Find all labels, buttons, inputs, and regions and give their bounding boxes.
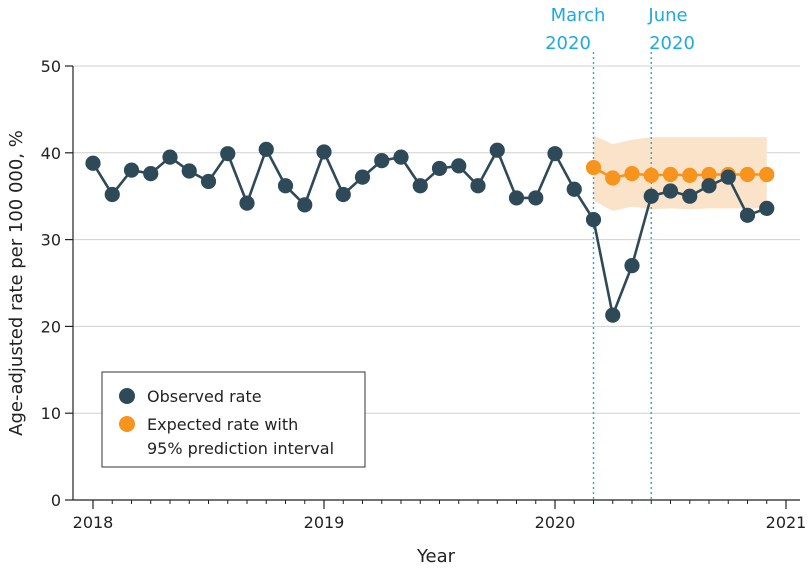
- series-points: [85, 141, 775, 323]
- observed-point: [123, 162, 140, 178]
- x-tick-label: 2020: [535, 513, 576, 532]
- expected-point: [643, 167, 659, 183]
- observed-point: [662, 183, 679, 199]
- y-tick-label: 0: [51, 491, 61, 510]
- legend-expected-label-line2: 95% prediction interval: [147, 439, 334, 458]
- x-tick-label: 2021: [766, 513, 807, 532]
- legend-observed-label: Observed rate: [147, 387, 262, 406]
- prediction-interval: [593, 135, 767, 211]
- observed-point: [220, 146, 236, 162]
- y-tick-label: 30: [41, 231, 61, 250]
- observed-point: [759, 200, 775, 216]
- x-tick-label: 2019: [304, 513, 345, 532]
- observed-point: [470, 178, 486, 194]
- observed-point: [354, 169, 371, 185]
- axes: [72, 66, 800, 509]
- annotation-june-line1: June: [647, 5, 687, 26]
- legend-expected-marker: [119, 416, 135, 432]
- prediction-interval-band: [593, 135, 767, 211]
- observed-point: [335, 186, 351, 203]
- observed-point: [720, 169, 736, 185]
- y-tick-label: 40: [41, 144, 61, 163]
- observed-point: [508, 190, 525, 206]
- observed-point: [239, 195, 255, 211]
- observed-point: [547, 146, 563, 162]
- expected-point: [682, 167, 698, 183]
- y-axis-title: Age-adjusted rate per 100 000, %: [6, 130, 27, 436]
- observed-point: [104, 186, 120, 203]
- legend-observed-marker: [119, 388, 135, 404]
- observed-point: [200, 173, 217, 190]
- legend-box: [101, 371, 366, 468]
- observed-point: [489, 142, 505, 158]
- annotation-june-line2: 2020: [649, 33, 695, 54]
- observed-point: [374, 153, 390, 169]
- expected-point: [662, 166, 679, 183]
- y-tick-labels: 0 10 20 30 40 50: [41, 57, 61, 510]
- observed-point: [85, 155, 101, 171]
- observed-point: [566, 181, 582, 197]
- x-tick-label: 2018: [73, 513, 114, 532]
- annotation-march-line1: March: [551, 5, 606, 26]
- observed-point: [277, 178, 294, 194]
- observed-point: [162, 149, 178, 165]
- annotation-lines: [592, 52, 652, 500]
- observed-point: [701, 178, 717, 194]
- observed-point: [739, 207, 756, 223]
- y-tick-label: 20: [41, 317, 61, 336]
- annotation-march-line2: 2020: [545, 33, 591, 54]
- observed-point: [624, 258, 640, 274]
- observed-point: [143, 166, 159, 182]
- expected-point: [739, 166, 756, 183]
- observed-point: [605, 307, 621, 323]
- expected-point: [605, 170, 621, 186]
- observed-point: [451, 158, 467, 174]
- observed-point: [585, 212, 602, 228]
- observed-point: [258, 141, 274, 157]
- observed-point: [316, 144, 332, 160]
- expected-line: [592, 166, 767, 180]
- observed-point: [181, 163, 197, 179]
- x-tick-labels: 2018 2019 2020 2021: [73, 513, 807, 532]
- legend: Observed rate Expected rate with 95% pre…: [101, 371, 366, 468]
- observed-point: [528, 190, 544, 206]
- observed-point: [297, 197, 313, 213]
- expected-point: [624, 166, 640, 182]
- observed-point: [643, 188, 659, 204]
- expected-point: [701, 166, 717, 183]
- observed-point: [393, 149, 409, 165]
- y-tick-label: 10: [41, 404, 61, 423]
- observed-point: [431, 160, 448, 177]
- observed-point: [682, 188, 698, 204]
- observed-point: [412, 178, 428, 194]
- legend-expected-label-line1: Expected rate with: [147, 415, 298, 434]
- y-tick-label: 50: [41, 57, 61, 76]
- x-axis-title: Year: [416, 546, 456, 567]
- expected-point: [759, 166, 775, 183]
- expected-point: [585, 159, 602, 176]
